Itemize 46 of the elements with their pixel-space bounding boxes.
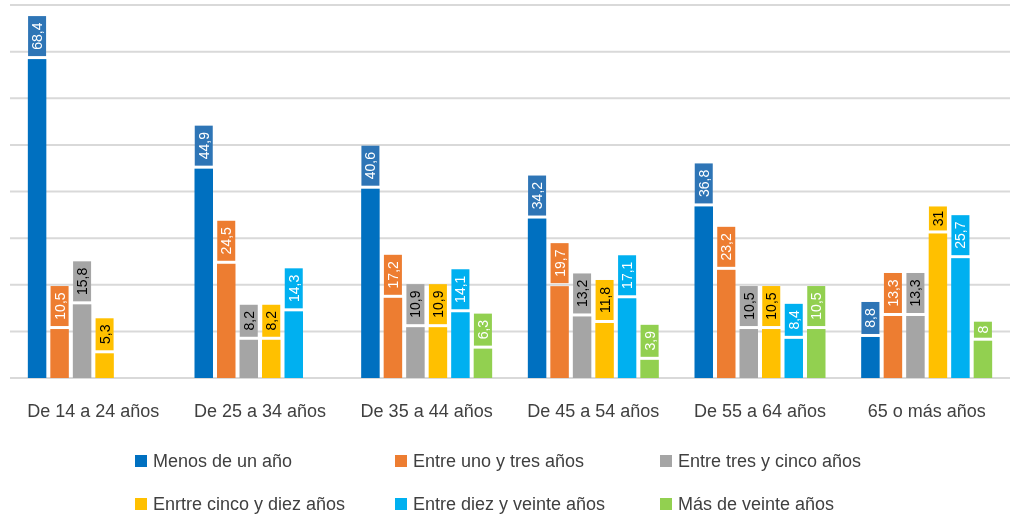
data-label: 3,9 bbox=[641, 330, 658, 351]
data-label: 13,3 bbox=[884, 279, 901, 307]
data-label: 44,9 bbox=[195, 131, 212, 160]
data-label: 24,5 bbox=[218, 226, 235, 255]
legend-label: Menos de un año bbox=[153, 451, 293, 471]
data-label: 8,2 bbox=[263, 310, 280, 331]
x-tick-label: De 55 a 64 años bbox=[693, 401, 827, 421]
x-tick-label: De 14 a 24 años bbox=[27, 401, 160, 421]
legend-label: Entre diez y veinte años bbox=[413, 494, 606, 514]
data-label: 8,8 bbox=[862, 308, 879, 328]
data-label: 34,2 bbox=[529, 181, 546, 210]
data-label: 6,3 bbox=[474, 319, 491, 340]
data-label: 68,4 bbox=[29, 22, 46, 50]
data-label: 10,5 bbox=[763, 292, 780, 320]
legend-label: Enrtre cinco y diez años bbox=[153, 494, 346, 514]
data-label: 25,7 bbox=[952, 221, 969, 249]
data-label: 15,8 bbox=[74, 267, 91, 295]
data-label: 8,4 bbox=[785, 309, 802, 330]
x-tick-label: 65 o más años bbox=[867, 401, 986, 421]
data-label: 36,8 bbox=[695, 169, 712, 198]
data-label: 40,6 bbox=[362, 151, 379, 180]
legend-label: Entre tres y cinco años bbox=[678, 451, 862, 471]
data-label: 19,7 bbox=[551, 249, 568, 277]
data-label: 14,3 bbox=[285, 274, 302, 302]
data-label: 17,2 bbox=[384, 260, 401, 289]
data-label: 8,2 bbox=[240, 310, 257, 331]
data-label: 13,2 bbox=[574, 279, 591, 308]
data-label: 10,9 bbox=[429, 290, 446, 318]
data-label: 31 bbox=[929, 210, 946, 227]
data-label: 11,8 bbox=[596, 286, 613, 314]
data-label: 10,5 bbox=[740, 292, 757, 320]
bar bbox=[739, 329, 758, 378]
data-label: 14,1 bbox=[452, 275, 469, 303]
data-label: 5,3 bbox=[96, 324, 113, 345]
x-tick-label: De 45 a 54 años bbox=[527, 401, 660, 421]
data-label: 10,9 bbox=[407, 290, 424, 318]
data-label: 10,5 bbox=[808, 292, 825, 320]
data-label: 17,1 bbox=[619, 261, 636, 289]
legend-label: Entre uno y tres años bbox=[413, 451, 585, 471]
data-label: 23,2 bbox=[718, 232, 735, 261]
legend-label: Más de veinte años bbox=[678, 494, 835, 514]
data-label: 10,5 bbox=[51, 292, 68, 320]
data-label: 8 bbox=[974, 325, 991, 334]
x-tick-label: De 25 a 34 años bbox=[193, 401, 327, 421]
data-label: 13,3 bbox=[907, 279, 924, 307]
x-tick-label: De 35 a 44 años bbox=[360, 401, 493, 421]
